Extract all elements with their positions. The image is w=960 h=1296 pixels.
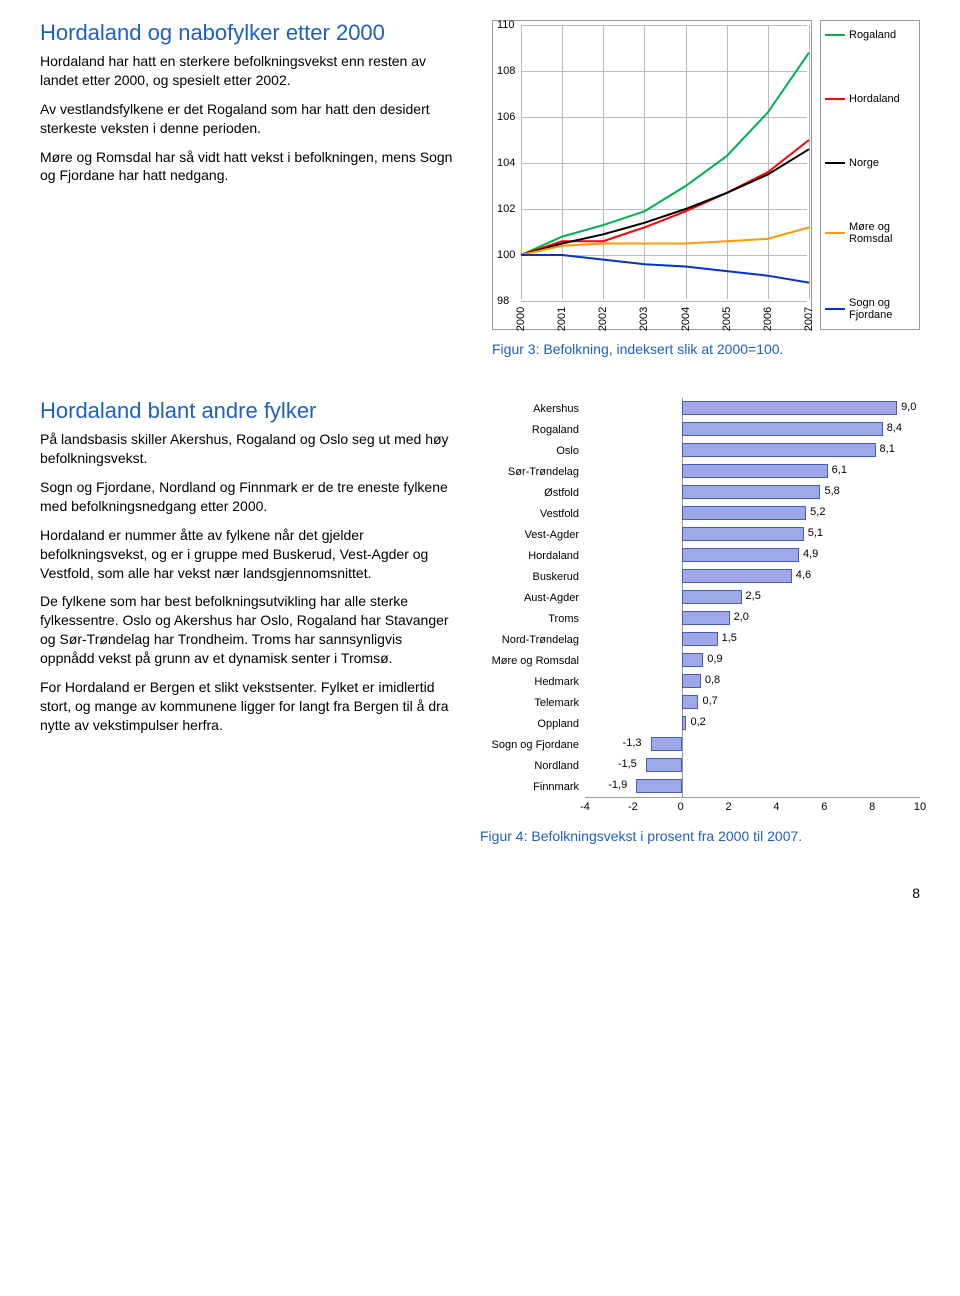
bar-label: Finnmark xyxy=(480,781,585,793)
section2-p2: Sogn og Fjordane, Nordland og Finnmark e… xyxy=(40,478,450,516)
bar-value: 0,7 xyxy=(702,695,717,707)
bar-row: Vest-Agder 5,1 xyxy=(480,524,920,545)
bar-label: Nord-Trøndelag xyxy=(480,634,585,646)
bar-row: Aust-Agder 2,5 xyxy=(480,587,920,608)
bar-label: Aust-Agder xyxy=(480,592,585,604)
x-axis-tick: 4 xyxy=(773,801,779,813)
legend-item: Hordaland xyxy=(825,93,915,105)
bar-label: Sogn og Fjordane xyxy=(480,739,585,751)
bar-row: Østfold 5,8 xyxy=(480,482,920,503)
bar-value: 8,1 xyxy=(880,443,895,455)
bar-value: -1,9 xyxy=(608,779,627,791)
bar-row: Sogn og Fjordane -1,3 xyxy=(480,734,920,755)
bar-value: -1,3 xyxy=(623,737,642,749)
section2-title: Hordaland blant andre fylker xyxy=(40,398,450,424)
x-axis-tick: 6 xyxy=(821,801,827,813)
bar-label: Nordland xyxy=(480,760,585,772)
section2-p1: På landsbasis skiller Akershus, Rogaland… xyxy=(40,430,450,468)
bar-label: Østfold xyxy=(480,487,585,499)
bar-value: 8,4 xyxy=(887,422,902,434)
bar-chart: Akershus 9,0 Rogaland 8,4 Oslo 8,1 Sør-Trøndel… xyxy=(480,398,920,817)
bar-value: -1,5 xyxy=(618,758,637,770)
bar-row: Hordaland 4,9 xyxy=(480,545,920,566)
bar-value: 1,5 xyxy=(722,632,737,644)
section2-p5: For Hordaland er Bergen et slikt vekstse… xyxy=(40,678,450,735)
bar-row: Oppland 0,2 xyxy=(480,713,920,734)
bar-label: Oppland xyxy=(480,718,585,730)
bar-row: Møre og Romsdal 0,9 xyxy=(480,650,920,671)
bar-value: 0,8 xyxy=(705,674,720,686)
x-axis-tick: 0 xyxy=(678,801,684,813)
x-axis-tick: 2 xyxy=(726,801,732,813)
bar-row: Oslo 8,1 xyxy=(480,440,920,461)
bar-value: 5,1 xyxy=(808,527,823,539)
section1-p1: Hordaland har hatt en sterkere befolknin… xyxy=(40,52,462,90)
bar-label: Hedmark xyxy=(480,676,585,688)
bar-row: Vestfold 5,2 xyxy=(480,503,920,524)
bar-label: Oslo xyxy=(480,445,585,457)
bar-value: 4,9 xyxy=(803,548,818,560)
bar-row: Rogaland 8,4 xyxy=(480,419,920,440)
bar-value: 5,8 xyxy=(825,485,840,497)
bar-value: 2,5 xyxy=(746,590,761,602)
bar-value: 6,1 xyxy=(832,464,847,476)
bar-chart-caption: Figur 4: Befolkningsvekst i prosent fra … xyxy=(480,827,920,845)
bar-row: Hedmark 0,8 xyxy=(480,671,920,692)
page-number: 8 xyxy=(40,885,920,901)
bar-label: Vest-Agder xyxy=(480,529,585,541)
bar-value: 0,2 xyxy=(691,716,706,728)
line-chart: 9810010210410610811020002001200220032004… xyxy=(492,20,920,330)
section2-p3: Hordaland er nummer åtte av fylkene når … xyxy=(40,526,450,583)
bar-row: Buskerud 4,6 xyxy=(480,566,920,587)
bar-value: 0,9 xyxy=(707,653,722,665)
bar-row: Troms 2,0 xyxy=(480,608,920,629)
bar-label: Vestfold xyxy=(480,508,585,520)
x-axis-tick: 8 xyxy=(869,801,875,813)
bar-label: Troms xyxy=(480,613,585,625)
x-axis-tick: 10 xyxy=(914,801,926,813)
bar-label: Buskerud xyxy=(480,571,585,583)
bar-row: Finnmark -1,9 xyxy=(480,776,920,797)
line-chart-caption: Figur 3: Befolkning, indeksert slik at 2… xyxy=(492,340,920,358)
section1-title: Hordaland og nabofylker etter 2000 xyxy=(40,20,462,46)
bar-label: Sør-Trøndelag xyxy=(480,466,585,478)
bar-label: Telemark xyxy=(480,697,585,709)
bar-value: 9,0 xyxy=(901,401,916,413)
legend-item: Sogn og Fjordane xyxy=(825,297,915,321)
bar-label: Møre og Romsdal xyxy=(480,655,585,667)
legend-item: Rogaland xyxy=(825,29,915,41)
bar-label: Hordaland xyxy=(480,550,585,562)
bar-row: Telemark 0,7 xyxy=(480,692,920,713)
x-axis-tick: -2 xyxy=(628,801,638,813)
legend-item: Møre og Romsdal xyxy=(825,221,915,245)
x-axis-tick: -4 xyxy=(580,801,590,813)
bar-value: 4,6 xyxy=(796,569,811,581)
section1-p2: Av vestlandsfylkene er det Rogaland som … xyxy=(40,100,462,138)
section1-p3: Møre og Romsdal har så vidt hatt vekst i… xyxy=(40,148,462,186)
bar-label: Akershus xyxy=(480,403,585,415)
legend-item: Norge xyxy=(825,157,915,169)
section2-p4: De fylkene som har best befolkningsutvik… xyxy=(40,592,450,668)
bar-label: Rogaland xyxy=(480,424,585,436)
bar-row: Nordland -1,5 xyxy=(480,755,920,776)
bar-row: Sør-Trøndelag 6,1 xyxy=(480,461,920,482)
bar-row: Nord-Trøndelag 1,5 xyxy=(480,629,920,650)
bar-value: 2,0 xyxy=(734,611,749,623)
bar-row: Akershus 9,0 xyxy=(480,398,920,419)
bar-value: 5,2 xyxy=(810,506,825,518)
